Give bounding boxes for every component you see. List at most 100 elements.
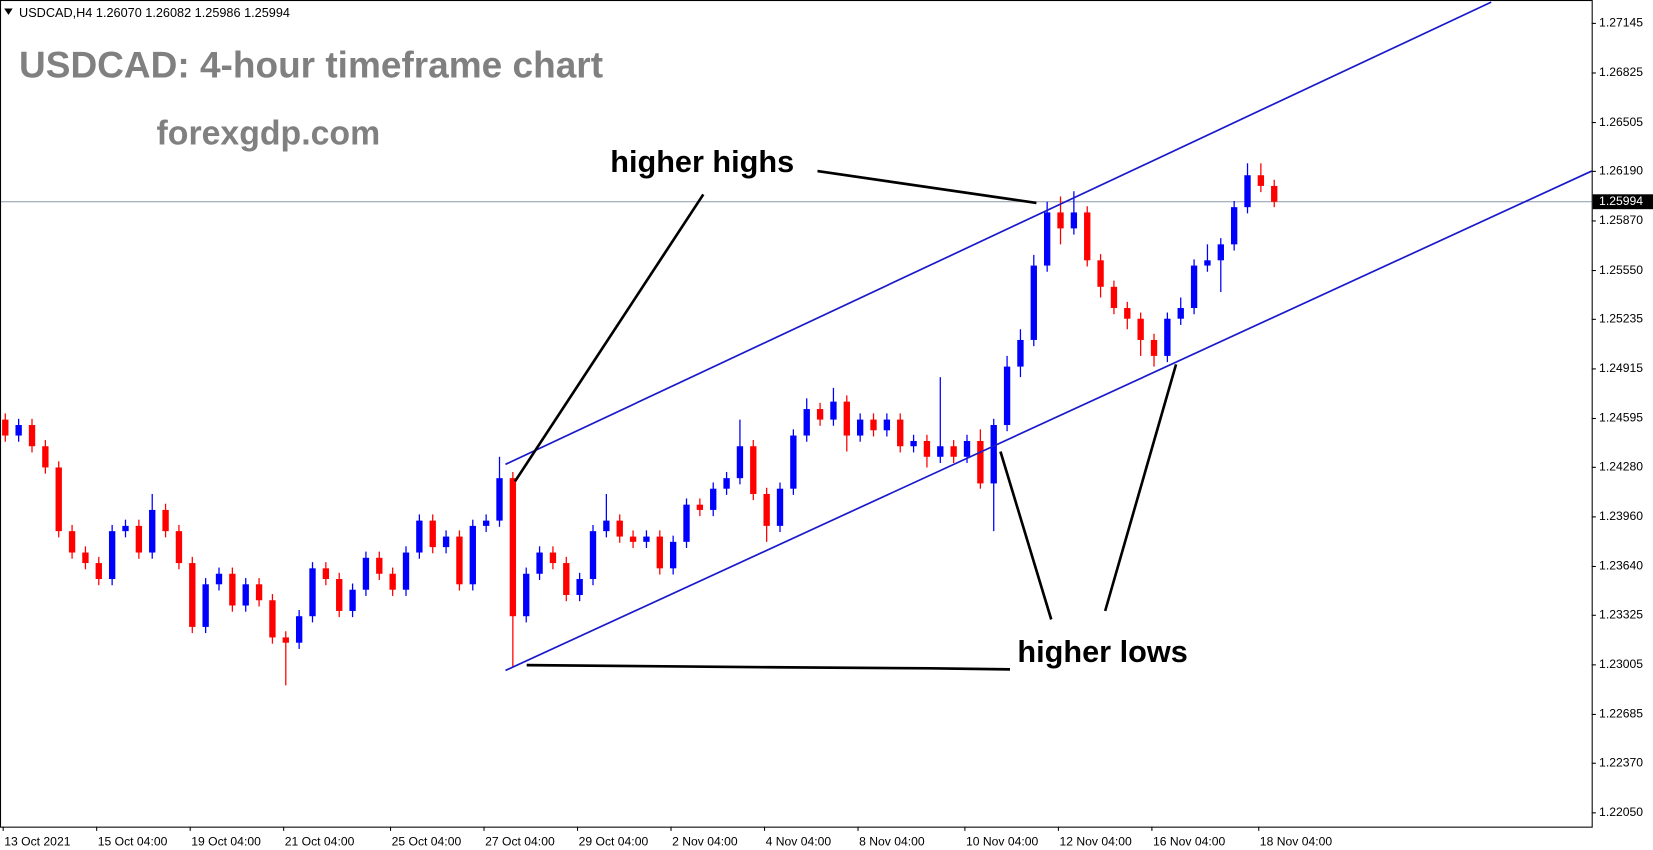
candle-body xyxy=(643,536,650,542)
candle-body xyxy=(776,488,784,526)
candle-body xyxy=(242,584,249,606)
candle-body xyxy=(990,425,997,484)
candle-body xyxy=(349,589,356,611)
candle-body xyxy=(55,467,62,532)
candle-body xyxy=(1257,175,1265,186)
y-tick-label: 1.27145 xyxy=(1599,16,1643,30)
candle-body xyxy=(482,520,490,526)
x-tick-label: 21 Oct 04:00 xyxy=(285,835,355,849)
candle-body xyxy=(696,504,704,510)
candle-body xyxy=(589,531,597,580)
candle-body xyxy=(830,401,837,420)
x-tick-label: 12 Nov 04:00 xyxy=(1059,835,1132,849)
candle-body xyxy=(2,419,9,436)
y-tick-label: 1.25870 xyxy=(1599,213,1643,227)
y-tick-label: 1.26825 xyxy=(1599,65,1643,79)
x-tick-label: 25 Oct 04:00 xyxy=(392,835,462,849)
candle-body xyxy=(255,584,263,601)
candle-body xyxy=(843,401,850,436)
annotation-arrow xyxy=(1103,364,1178,612)
candle-body xyxy=(469,525,476,585)
candle-body xyxy=(963,440,971,457)
annotation: higher highs xyxy=(610,144,794,179)
candle-body xyxy=(429,520,436,548)
candle-body xyxy=(108,531,116,580)
annotation-arrow xyxy=(513,193,705,483)
candle-body xyxy=(15,425,22,436)
candle-body xyxy=(95,563,102,580)
last-price-label: 1.25994 xyxy=(1599,194,1643,208)
candle-body xyxy=(856,419,864,436)
candle-body xyxy=(509,478,517,617)
candle-body xyxy=(1030,265,1037,340)
candle-body xyxy=(1164,318,1171,356)
candle-body xyxy=(523,573,530,617)
plot-area xyxy=(0,163,1592,686)
candle-body xyxy=(910,440,917,447)
candle-body xyxy=(149,509,156,553)
candle-body xyxy=(816,409,824,420)
candle-body xyxy=(950,446,957,457)
candle-body xyxy=(362,557,370,590)
candle-body xyxy=(68,531,76,553)
lower-channel-line xyxy=(505,170,1593,672)
candle-body xyxy=(295,616,303,643)
x-tick-label: 8 Nov 04:00 xyxy=(859,835,925,849)
x-tick-label: 18 Nov 04:00 xyxy=(1260,835,1333,849)
candle-body xyxy=(122,525,129,532)
candle-body xyxy=(322,568,330,580)
candle-body xyxy=(923,440,931,457)
candle-body xyxy=(175,531,183,564)
annotation-arrow xyxy=(817,169,1037,205)
candle-body xyxy=(1137,318,1144,340)
candle-body xyxy=(1190,265,1198,309)
candle-body xyxy=(750,446,757,494)
candle-body xyxy=(42,446,49,468)
candle-body xyxy=(656,536,663,569)
candle-body xyxy=(1124,308,1131,319)
candle-body xyxy=(336,579,343,611)
x-tick-label: 29 Oct 04:00 xyxy=(579,835,649,849)
candle-body xyxy=(1244,175,1251,208)
candle-body xyxy=(1204,260,1211,266)
candle-body xyxy=(736,446,744,479)
candle-body xyxy=(683,504,690,542)
candle-body xyxy=(309,568,316,617)
candle-body xyxy=(416,520,423,553)
candle-body xyxy=(629,536,637,542)
axes: 1.27145 1.26825 1.26505 1.26190 1.25870 1.255… xyxy=(2,16,1653,849)
candle-body xyxy=(389,573,396,590)
candle-body xyxy=(937,446,944,457)
annotation-arrow xyxy=(526,663,1011,671)
y-tick-label: 1.24280 xyxy=(1599,460,1643,474)
candle-body xyxy=(1097,260,1104,287)
y-tick-label: 1.23005 xyxy=(1599,657,1643,671)
candle-body xyxy=(1003,366,1011,426)
x-tick-label: 10 Nov 04:00 xyxy=(966,835,1039,849)
candle-body xyxy=(763,493,770,526)
candle-body xyxy=(162,509,169,532)
candle-body xyxy=(870,419,877,431)
y-tick-label: 1.25235 xyxy=(1599,312,1643,326)
candle-body xyxy=(1043,212,1051,266)
candle-body xyxy=(189,563,196,627)
y-tick-label: 1.22050 xyxy=(1599,805,1643,819)
upper-channel-line xyxy=(505,1,1492,466)
y-tick-label: 1.25550 xyxy=(1599,263,1643,277)
candle-body xyxy=(576,579,583,595)
candle-body xyxy=(1217,244,1224,261)
candle-body xyxy=(496,478,503,521)
candle-body xyxy=(456,536,463,585)
candle-body xyxy=(82,552,89,564)
candle-body xyxy=(723,478,730,489)
candle-body xyxy=(897,419,904,447)
candle-body xyxy=(616,520,623,537)
candle-body xyxy=(1230,207,1238,245)
plot-frame xyxy=(0,0,1593,828)
x-tick-label: 19 Oct 04:00 xyxy=(191,835,261,849)
candle-body xyxy=(536,552,543,574)
candle-body xyxy=(803,409,810,436)
x-tick-label: 13 Oct 2021 xyxy=(4,835,70,849)
